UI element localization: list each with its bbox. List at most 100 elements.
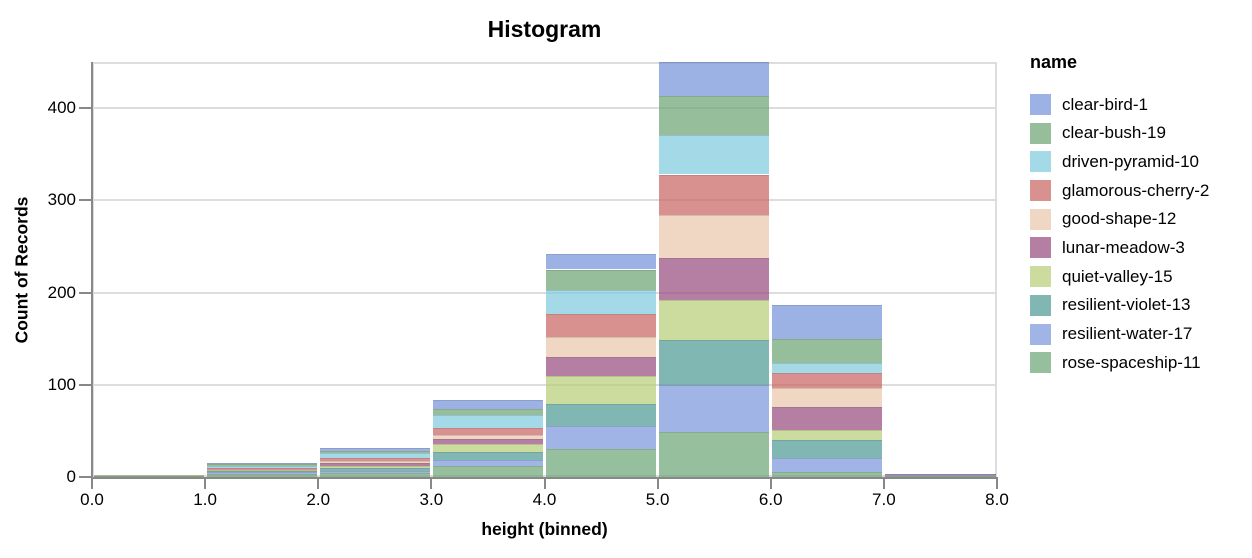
y-tick-label: 0	[66, 467, 76, 486]
bar-segment	[432, 415, 543, 429]
bar-segment	[772, 387, 883, 407]
legend-item-label: good-shape-12	[1062, 209, 1177, 229]
bar-segment	[659, 299, 770, 340]
chart-title: Histogram	[487, 16, 602, 42]
legend-item: resilient-violet-13	[1030, 294, 1250, 316]
bar-segment	[546, 404, 657, 427]
bar-segment	[432, 452, 543, 461]
bar-segment	[206, 470, 317, 473]
bar-segment	[885, 476, 996, 478]
gridline	[92, 107, 997, 110]
legend-item: good-shape-12	[1030, 208, 1250, 230]
legend-items: clear-bird-1 clear-bush-19 driven-pyramid-…	[1030, 94, 1250, 374]
bar-segment	[659, 257, 770, 300]
legend-swatch-icon	[1030, 208, 1051, 230]
bar-segment	[319, 457, 430, 462]
y-tick-mark	[79, 383, 91, 386]
x-tick-mark	[769, 477, 772, 489]
y-axis-domain-line	[91, 62, 93, 479]
bar-segment	[659, 384, 770, 432]
legend-swatch-icon	[1030, 151, 1051, 173]
x-tick-label: 0.0	[80, 490, 104, 509]
gridline	[92, 383, 997, 386]
x-tick-mark	[996, 477, 998, 489]
x-tick-mark	[317, 477, 320, 489]
bar-segment	[319, 453, 430, 458]
bar-segment	[772, 305, 883, 339]
legend-swatch-icon	[1030, 352, 1051, 374]
bar-segment	[319, 451, 430, 454]
legend: name clear-bird-1 clear-bush-19 driven-pyr…	[1030, 52, 1250, 381]
bar-segment	[659, 96, 770, 135]
x-tick-label: 3.0	[419, 490, 444, 509]
bar-segment	[885, 474, 996, 476]
legend-item: resilient-water-17	[1030, 323, 1250, 345]
legend-item: glamorous-cherry-2	[1030, 180, 1250, 202]
y-tick-label: 400	[47, 98, 76, 118]
bar-segment	[659, 62, 770, 97]
legend-item-label: driven-pyramid-10	[1062, 151, 1199, 171]
legend-item: quiet-valley-15	[1030, 266, 1250, 288]
legend-item: clear-bush-19	[1030, 122, 1250, 144]
bar-segment	[432, 439, 543, 444]
bar-segment	[319, 463, 430, 466]
bar-segment	[659, 134, 770, 175]
legend-item-label: lunar-meadow-3	[1062, 237, 1185, 257]
legend-item-label: clear-bird-1	[1062, 94, 1148, 114]
x-tick-mark	[882, 477, 885, 489]
legend-item: lunar-meadow-3	[1030, 237, 1250, 259]
x-tick-mark	[91, 477, 93, 489]
legend-item-label: quiet-valley-15	[1062, 266, 1173, 286]
bar-segment	[546, 426, 657, 450]
bar-segment	[659, 339, 770, 385]
legend-swatch-icon	[1030, 180, 1051, 202]
bar-segment	[206, 469, 317, 471]
bar-segment	[432, 399, 543, 409]
y-tick-mark	[79, 291, 91, 294]
bar-segment	[206, 465, 317, 468]
bar-segment	[885, 475, 996, 477]
legend-item: rose-spaceship-11	[1030, 352, 1250, 374]
bar-segment	[432, 465, 543, 477]
bar-segment	[319, 465, 430, 468]
bar-segment	[546, 269, 657, 290]
x-tick-mark	[430, 477, 433, 489]
y-tick-label: 100	[47, 374, 76, 394]
bar-segment	[772, 406, 883, 430]
x-tick-mark	[204, 477, 207, 489]
bar-segment	[206, 474, 317, 477]
bar-segment	[319, 448, 430, 452]
bar-segment	[432, 460, 543, 466]
bar-segment	[546, 357, 657, 377]
bar-segment	[546, 313, 657, 337]
bar-segment	[206, 472, 317, 475]
bar-segment	[546, 449, 657, 477]
bar-segment	[546, 336, 657, 358]
bar-segment	[772, 457, 883, 473]
y-tick-mark	[79, 107, 91, 110]
legend-item-label: clear-bush-19	[1062, 123, 1166, 143]
bar-segment	[659, 215, 770, 258]
y-tick-mark	[79, 199, 91, 202]
bar-segment	[319, 467, 430, 471]
bar-segment	[659, 431, 770, 477]
legend-item: clear-bird-1	[1030, 94, 1250, 115]
bar-segment	[659, 174, 770, 216]
bar-segment	[432, 428, 543, 435]
bar-segment	[206, 463, 317, 465]
bar-segment	[319, 470, 430, 474]
legend-item-label: rose-spaceship-11	[1062, 352, 1201, 372]
gridline	[92, 291, 997, 294]
bar-segment	[772, 440, 883, 458]
bar-segment	[432, 434, 543, 440]
x-tick-mark	[543, 477, 546, 489]
legend-item-label: glamorous-cherry-2	[1062, 180, 1210, 200]
bar-segment	[546, 289, 657, 314]
x-tick-label: 2.0	[306, 490, 331, 509]
legend-title: name	[1030, 52, 1078, 72]
legend-item: driven-pyramid-10	[1030, 151, 1250, 173]
legend-swatch-icon	[1030, 266, 1051, 288]
x-tick-label: 5.0	[645, 490, 670, 509]
bar-segment	[546, 376, 657, 405]
